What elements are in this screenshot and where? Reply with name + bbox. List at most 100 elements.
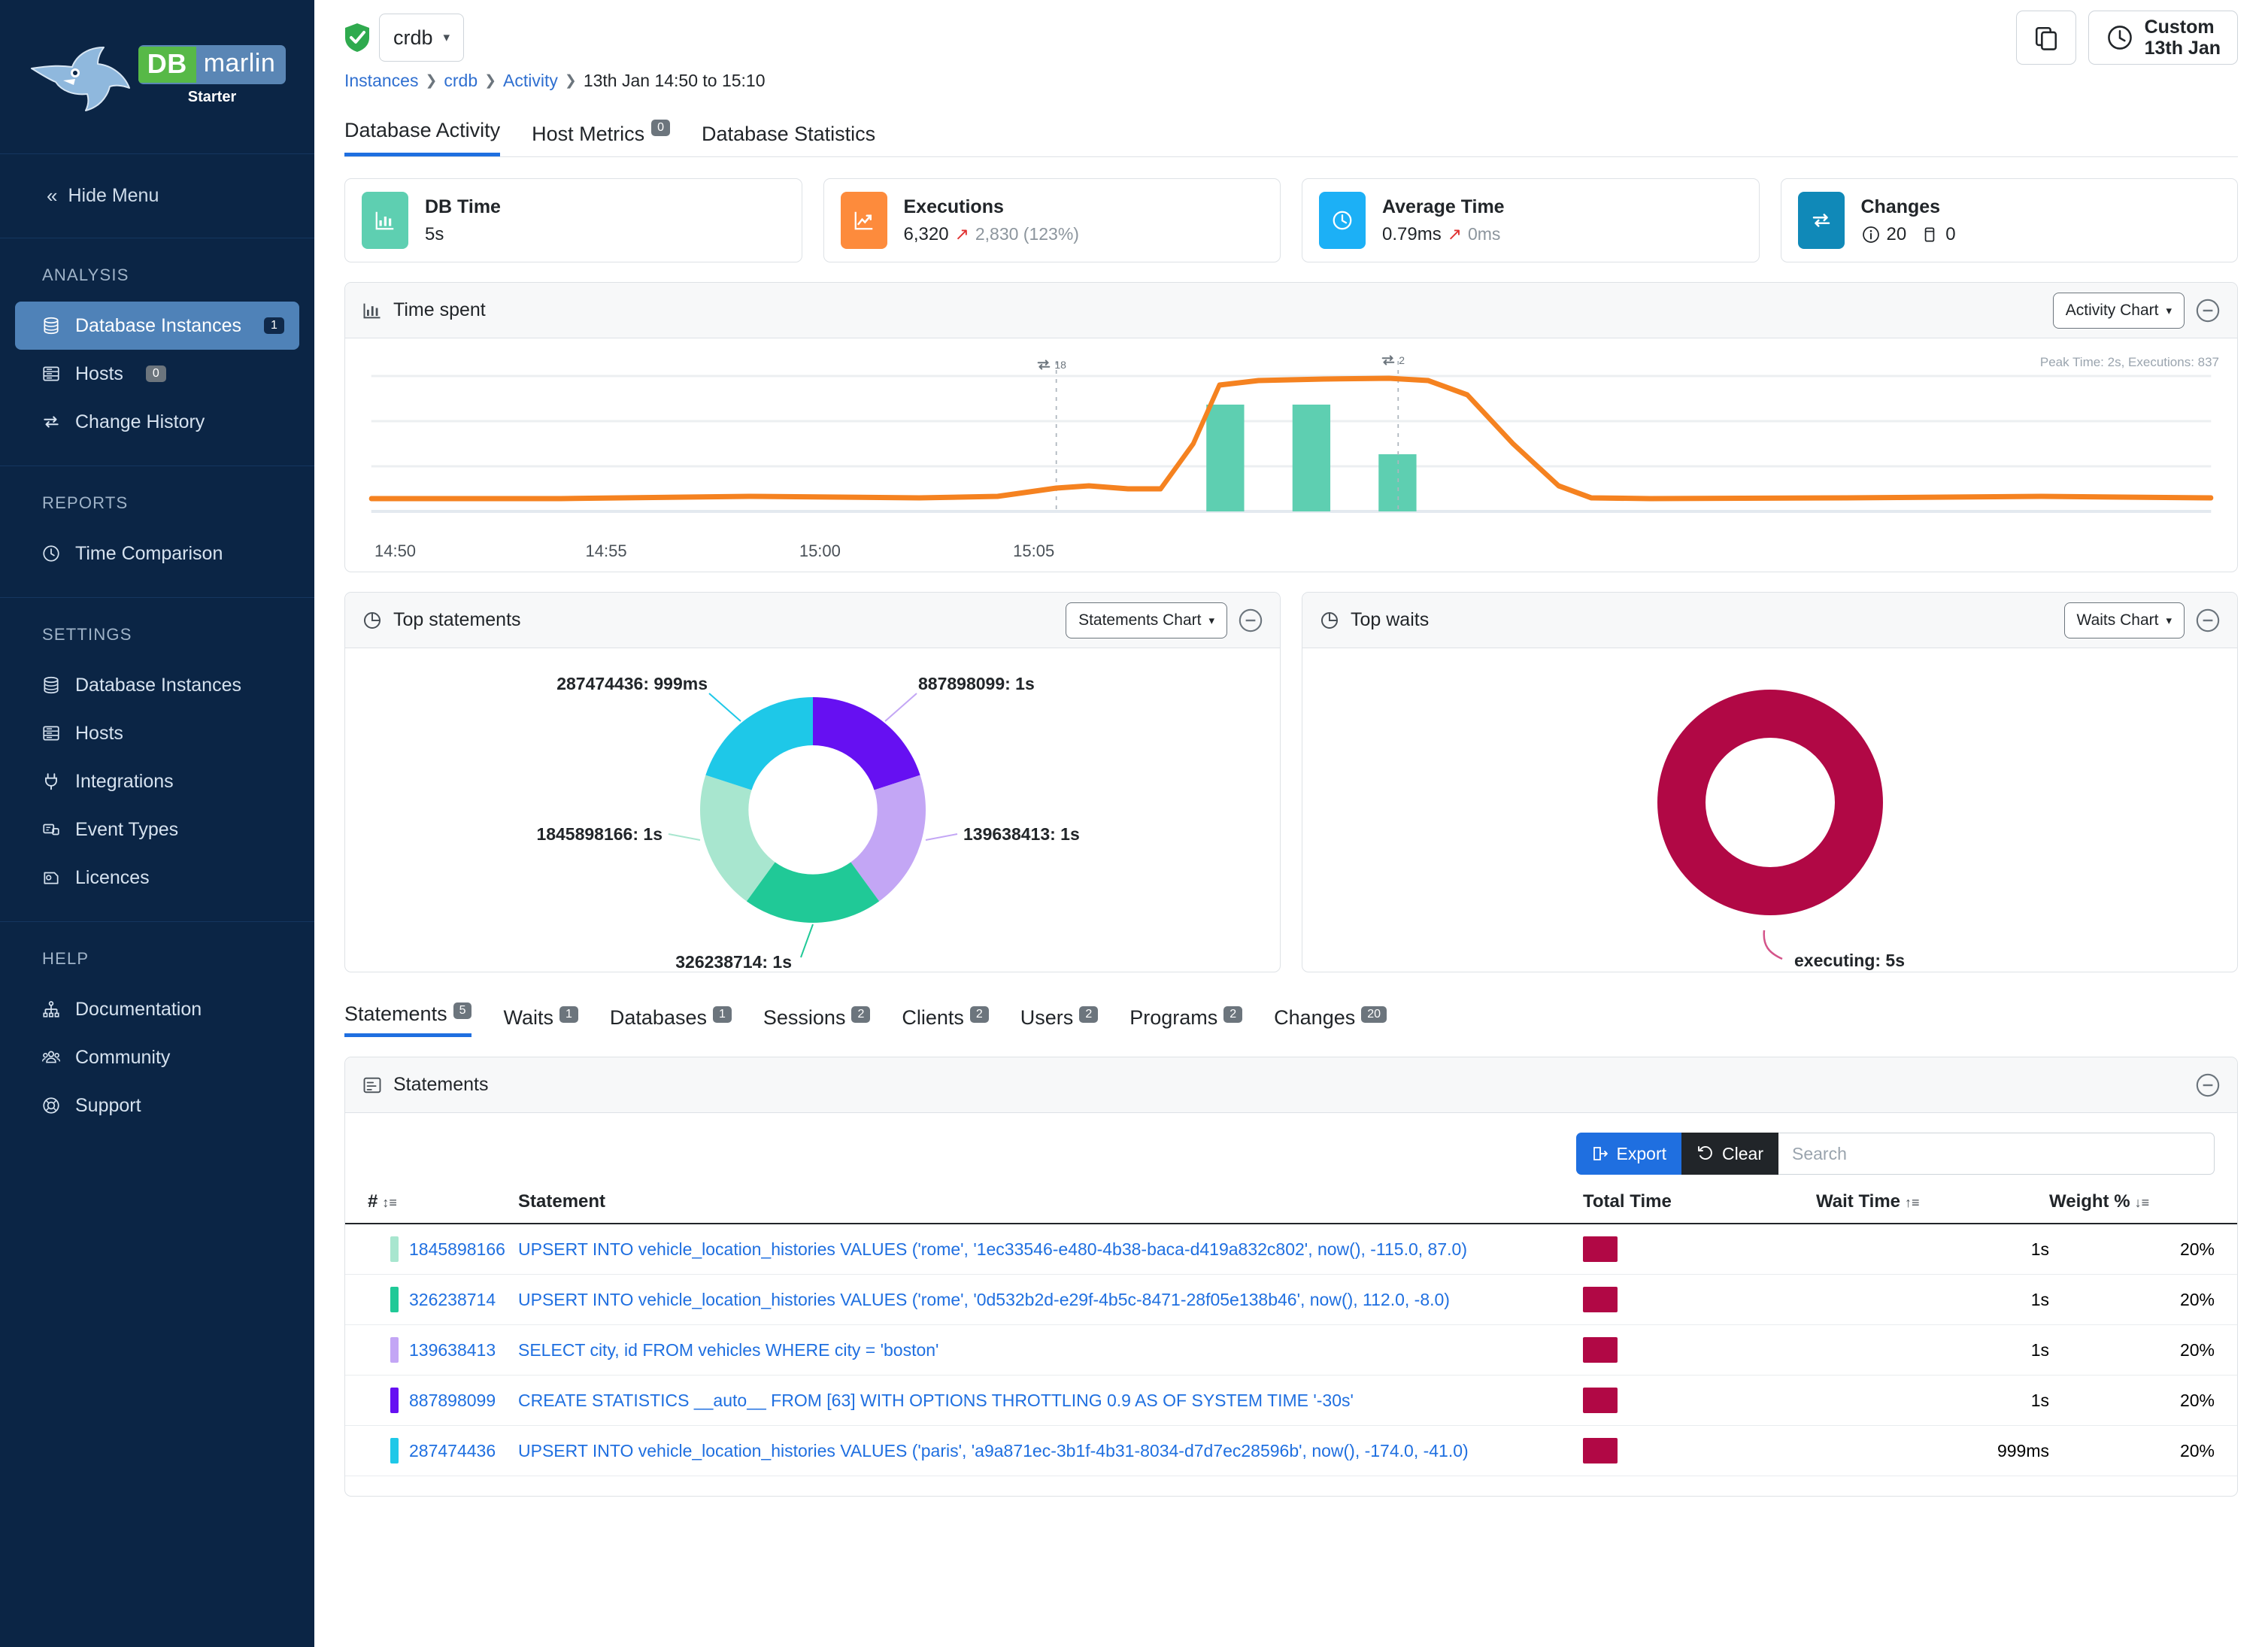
cell-statement: UPSERT INTO vehicle_location_histories V… [518, 1425, 1583, 1476]
detail-tab-statements[interactable]: Statements 5 [344, 1002, 472, 1037]
panel-title: Statements [393, 1074, 489, 1095]
column-header-total-time[interactable]: Total Time [1583, 1182, 1816, 1224]
cell-hash: 139638413 [345, 1324, 518, 1376]
sidebar-item-time-comparison[interactable]: Time Comparison [15, 529, 299, 578]
sidebar-item-change-history[interactable]: Change History [15, 398, 299, 446]
sidebar-group-analysis: ANALYSIS Database Instances 1 Hosts 0 Change … [0, 238, 314, 466]
sidebar-item-community[interactable]: Community [15, 1033, 299, 1081]
table-row[interactable]: 1845898166 UPSERT INTO vehicle_location_h… [345, 1224, 2237, 1275]
cell-hash: 1845898166 [345, 1224, 518, 1275]
statement-color-swatch [390, 1388, 399, 1413]
sidebar-item-hosts[interactable]: Hosts 0 [15, 350, 299, 398]
collapse-panel-button[interactable] [2195, 298, 2221, 323]
slice-326238714 [746, 862, 879, 923]
detail-tab-sessions[interactable]: Sessions 2 [763, 1006, 871, 1037]
sidebar-item-support[interactable]: Support [15, 1081, 299, 1130]
statement-color-swatch [390, 1438, 399, 1463]
hide-menu-button[interactable]: « Hide Menu [0, 154, 314, 238]
donut-label-executing: executing: 5s [1794, 951, 1905, 970]
copy-button[interactable] [2015, 11, 2076, 65]
detail-tab-badge: 2 [1223, 1006, 1243, 1023]
sidebar-item-event-types[interactable]: Event Types [15, 805, 299, 854]
sidebar-item-label: Integrations [75, 770, 174, 792]
collapse-panel-button[interactable] [2195, 1072, 2221, 1098]
statement-hash-link[interactable]: 887898099 [409, 1390, 496, 1410]
sidebar-item-database-instances[interactable]: Database Instances 1 [15, 302, 299, 350]
cell-statement: CREATE STATISTICS __auto__ FROM [63] WIT… [518, 1375, 1583, 1426]
table-row[interactable]: 139638413 SELECT city, id FROM vehicles W… [345, 1324, 2237, 1376]
collapse-panel-button[interactable] [1238, 608, 1263, 633]
metric-delta: 0ms [1467, 224, 1501, 244]
activity-chart-selector[interactable]: Activity Chart ▾ [2052, 292, 2185, 329]
statement-text-link[interactable]: CREATE STATISTICS __auto__ FROM [63] WIT… [518, 1390, 1354, 1410]
cell-statement: UPSERT INTO vehicle_location_histories V… [518, 1224, 1583, 1275]
change-marker-2[interactable]: 2 [1380, 352, 1405, 369]
statement-hash-link[interactable]: 139638413 [409, 1339, 496, 1360]
metric-value: 0.79ms [1382, 223, 1442, 244]
detail-tab-databases[interactable]: Databases 1 [610, 1006, 732, 1037]
metric-deployments-count: 0 [1945, 223, 1956, 244]
detail-tab-waits[interactable]: Waits 1 [503, 1006, 578, 1037]
time-range-button[interactable]: Custom 13th Jan [2088, 11, 2238, 65]
sidebar-item-documentation[interactable]: Documentation [15, 985, 299, 1033]
sidebar-item-badge: 1 [263, 317, 284, 334]
top-waits-donut[interactable]: executing: 5s [1302, 648, 2237, 972]
metric-card-average-time[interactable]: Average Time 0.79ms ↗ 0ms [1302, 178, 1760, 262]
instance-selector[interactable]: crdb ▾ [379, 14, 465, 62]
statement-text-link[interactable]: SELECT city, id FROM vehicles WHERE city… [518, 1339, 939, 1360]
waits-chart-selector-label: Waits Chart [2076, 611, 2159, 629]
detail-tab-programs[interactable]: Programs 2 [1129, 1006, 1243, 1037]
clear-button[interactable]: Clear [1681, 1133, 1778, 1175]
brand-logo: DB marlin Starter [0, 0, 314, 154]
table-row[interactable]: 326238714 UPSERT INTO vehicle_location_hi… [345, 1274, 2237, 1325]
statements-chart-selector[interactable]: Statements Chart ▾ [1066, 602, 1227, 638]
statements-icon [363, 1077, 381, 1093]
tab-database-activity[interactable]: Database Activity [344, 119, 501, 156]
detail-tab-clients[interactable]: Clients 2 [902, 1006, 989, 1037]
statements-chart-selector-label: Statements Chart [1078, 611, 1202, 629]
statement-text-link[interactable]: UPSERT INTO vehicle_location_histories V… [518, 1289, 1450, 1309]
cell-total-time [1583, 1224, 1816, 1275]
detail-tab-changes[interactable]: Changes 20 [1274, 1006, 1387, 1037]
sidebar-item-hosts[interactable]: Hosts [15, 709, 299, 757]
metric-title: DB Time [425, 196, 501, 217]
statement-hash-link[interactable]: 1845898166 [409, 1239, 505, 1259]
statement-text-link[interactable]: UPSERT INTO vehicle_location_histories V… [518, 1440, 1469, 1460]
table-row[interactable]: 287474436 UPSERT INTO vehicle_location_hi… [345, 1425, 2237, 1476]
tab-host-metrics[interactable]: Host Metrics 0 [532, 119, 671, 156]
breadcrumb-item-crdb[interactable]: crdb [444, 71, 478, 90]
table-row[interactable]: 887898099 CREATE STATISTICS __auto__ FROM… [345, 1375, 2237, 1426]
detail-tab-label: Programs [1129, 1006, 1218, 1029]
sidebar-group-title: ANALYSIS [42, 265, 129, 284]
community-icon [41, 1047, 62, 1068]
column-header-statement[interactable]: Statement [518, 1182, 1583, 1224]
change-marker-1[interactable]: 18 [1035, 356, 1066, 373]
waits-chart-selector[interactable]: Waits Chart ▾ [2063, 602, 2185, 638]
statement-color-swatch [390, 1337, 399, 1363]
sidebar-item-licences[interactable]: Licences [15, 854, 299, 902]
sidebar-item-label: Support [75, 1094, 141, 1116]
statement-hash-link[interactable]: 287474436 [409, 1440, 496, 1460]
collapse-panel-button[interactable] [2195, 608, 2221, 633]
column-header-weight[interactable]: Weight % ↓≡ [2049, 1182, 2237, 1224]
column-header-wait-time[interactable]: Wait Time ↑≡ [1816, 1182, 2049, 1224]
statement-text-link[interactable]: UPSERT INTO vehicle_location_histories V… [518, 1239, 1467, 1259]
search-input[interactable] [1778, 1133, 2215, 1175]
statement-hash-link[interactable]: 326238714 [409, 1289, 496, 1309]
column-header-hash[interactable]: # ↕≡ [345, 1182, 518, 1224]
panel-title: Top waits [1351, 609, 1430, 630]
slice-1845898166 [699, 775, 775, 902]
export-button[interactable]: Export [1575, 1133, 1682, 1175]
breadcrumb-item-activity[interactable]: Activity [503, 71, 558, 90]
exchange-icon [1797, 192, 1845, 249]
activity-chart[interactable]: Peak Time: 2s, Executions: 837 [345, 338, 2237, 572]
top-statements-donut[interactable]: 887898099: 1s 287474436: 999ms 139638413… [345, 648, 1280, 972]
detail-tab-users[interactable]: Users 2 [1020, 1006, 1099, 1037]
metric-card-changes[interactable]: Changes 20 0 [1780, 178, 2238, 262]
breadcrumb-item-instances[interactable]: Instances [344, 71, 419, 90]
metric-card-executions[interactable]: Executions 6,320 ↗ 2,830 (123%) [823, 178, 1281, 262]
sidebar-item-integrations[interactable]: Integrations [15, 757, 299, 805]
tab-database-statistics[interactable]: Database Statistics [702, 123, 875, 156]
metric-card-db-time[interactable]: DB Time 5s [344, 178, 802, 262]
sidebar-item-database-instances[interactable]: Database Instances [15, 661, 299, 709]
